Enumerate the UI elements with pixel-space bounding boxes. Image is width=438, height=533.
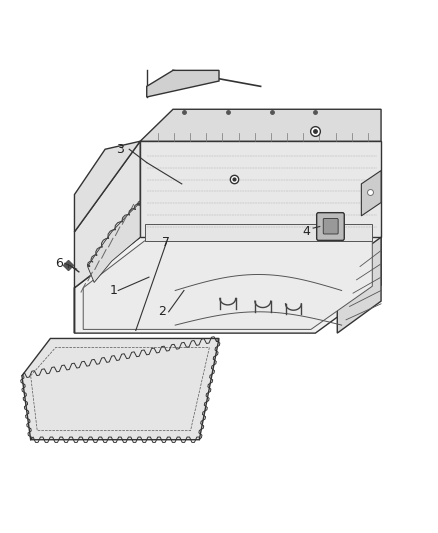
- Polygon shape: [74, 141, 140, 232]
- Text: 3: 3: [117, 143, 124, 156]
- Text: 2: 2: [158, 305, 166, 318]
- Polygon shape: [361, 171, 381, 216]
- Polygon shape: [337, 237, 381, 333]
- Polygon shape: [83, 241, 372, 329]
- Text: 6: 6: [55, 257, 63, 270]
- FancyBboxPatch shape: [317, 213, 344, 240]
- FancyBboxPatch shape: [323, 219, 338, 234]
- Text: 4: 4: [303, 225, 311, 238]
- Polygon shape: [88, 203, 140, 282]
- Polygon shape: [140, 109, 381, 141]
- Polygon shape: [140, 141, 381, 237]
- Polygon shape: [147, 70, 219, 97]
- Polygon shape: [74, 237, 381, 333]
- Text: 7: 7: [162, 236, 170, 249]
- Polygon shape: [145, 224, 372, 241]
- Text: 1: 1: [110, 284, 118, 297]
- Polygon shape: [22, 338, 219, 440]
- Polygon shape: [74, 141, 140, 333]
